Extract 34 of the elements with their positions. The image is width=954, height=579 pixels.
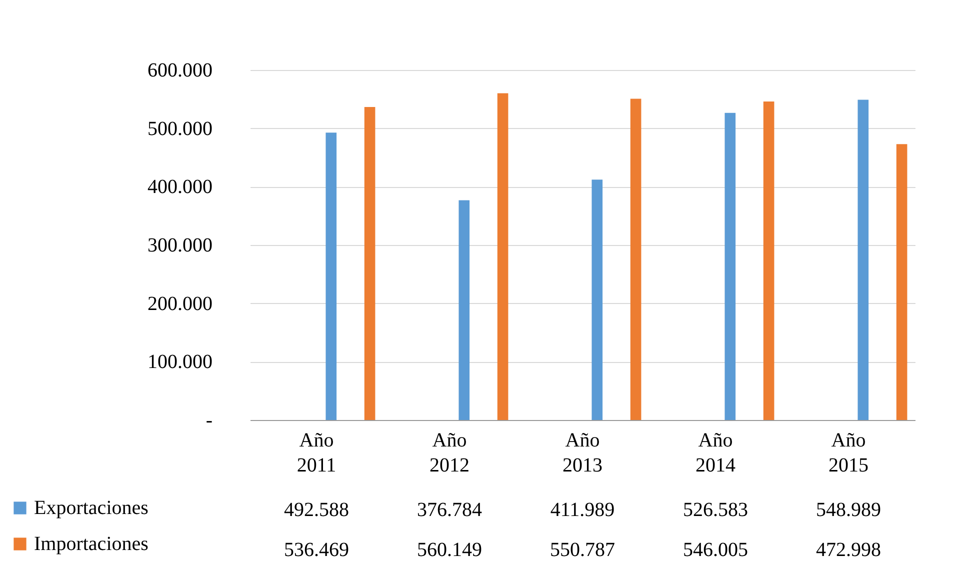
data-label: 526.583 xyxy=(683,499,748,521)
y-tick-label: 600.000 xyxy=(148,60,212,82)
bar xyxy=(326,132,337,420)
y-tick-label: 400.000 xyxy=(148,176,212,198)
data-label: 411.989 xyxy=(550,499,615,521)
bar xyxy=(364,107,376,420)
x-tick-label: Año 2015 xyxy=(828,430,868,476)
data-label: 492.588 xyxy=(284,499,349,521)
data-label: 548.989 xyxy=(816,499,881,521)
bar xyxy=(630,98,642,420)
bar xyxy=(858,100,869,420)
data-label: 560.149 xyxy=(417,539,482,561)
y-tick-label: 500.000 xyxy=(148,118,212,140)
y-tick-label: - xyxy=(206,410,212,432)
y-tick-label: 100.000 xyxy=(148,351,212,374)
y-tick-label: 300.000 xyxy=(148,234,212,256)
bar xyxy=(896,144,908,420)
bar xyxy=(458,200,470,420)
bar xyxy=(497,93,508,420)
bar xyxy=(763,101,774,420)
x-tick-label: Año 2014 xyxy=(696,430,736,476)
data-label: 376.784 xyxy=(417,499,482,521)
bar xyxy=(724,112,736,420)
bar xyxy=(592,180,603,420)
data-label: 536.469 xyxy=(284,539,349,561)
legend-label: Exportaciones xyxy=(34,497,149,519)
legend-label: Importaciones xyxy=(34,533,149,555)
data-label: 472.998 xyxy=(816,539,881,561)
data-label: 546.005 xyxy=(683,539,748,561)
x-tick-label: Año 2011 xyxy=(296,430,336,476)
x-tick-label: Año 2012 xyxy=(430,430,470,476)
x-tick-label: Año 2013 xyxy=(562,430,602,476)
y-tick-label: 200.000 xyxy=(148,292,212,315)
data-label: 550.787 xyxy=(550,539,615,561)
